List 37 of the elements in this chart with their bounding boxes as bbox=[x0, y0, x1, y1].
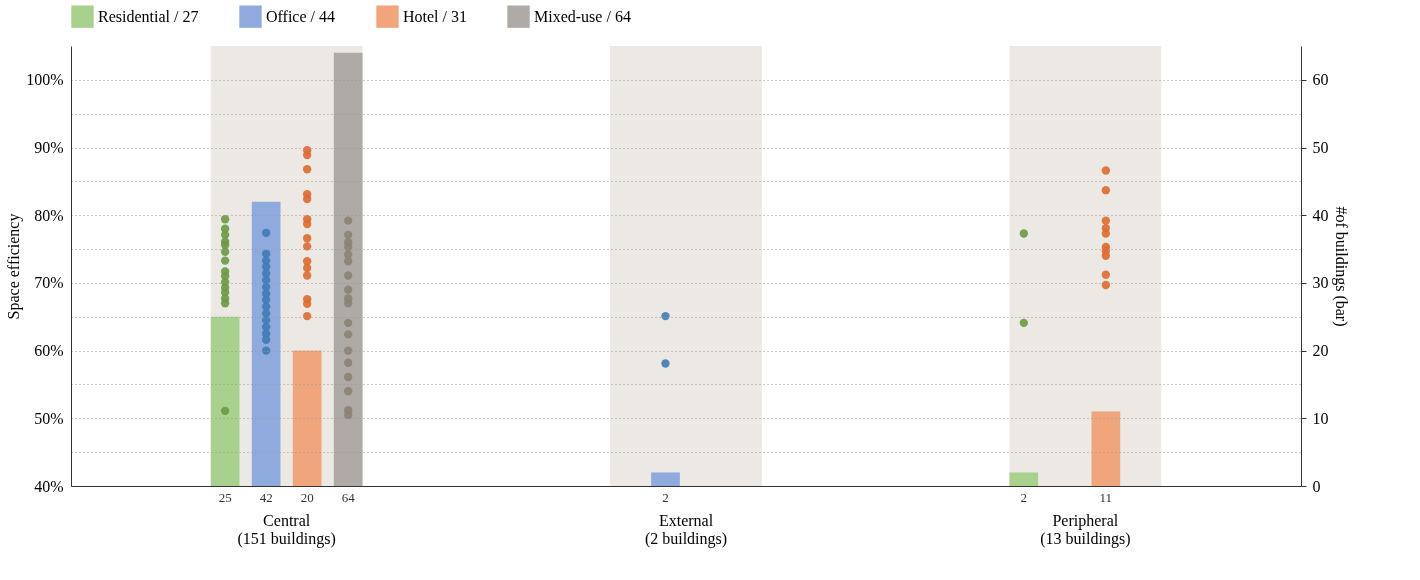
y2-tick-label: 0 bbox=[1312, 477, 1321, 495]
y-tick-label: 80% bbox=[34, 206, 64, 224]
y2-tick-label: 40 bbox=[1312, 206, 1329, 224]
data-label: 20 bbox=[300, 490, 314, 505]
bar bbox=[292, 350, 322, 486]
y-tick-label: 50% bbox=[34, 409, 64, 427]
legend-label: Mixed-use / 64 bbox=[534, 7, 631, 25]
y-tick-label: 100% bbox=[26, 71, 64, 89]
y2-tick-label: 20 bbox=[1312, 342, 1329, 360]
y2-tick-label: 10 bbox=[1312, 409, 1329, 427]
legend-label: Hotel / 31 bbox=[403, 7, 467, 25]
bar bbox=[1091, 411, 1121, 486]
x-tick-label: Central (151 buildings) bbox=[237, 511, 336, 548]
data-label: 42 bbox=[259, 490, 273, 505]
x-tick-label: Peripheral (13 buildings) bbox=[1040, 511, 1131, 548]
data-label: 11 bbox=[1099, 490, 1113, 505]
y-tick-label: 40% bbox=[34, 477, 64, 495]
x-tick-label: External (2 buildings) bbox=[644, 511, 728, 548]
legend-label: Residential / 27 bbox=[98, 7, 199, 25]
data-label: 2 bbox=[662, 490, 669, 505]
bar bbox=[251, 201, 281, 486]
bar bbox=[333, 52, 363, 486]
bar bbox=[210, 316, 240, 486]
bar bbox=[651, 472, 680, 486]
y2-axis-title: #of buildings (bar) bbox=[1331, 206, 1350, 327]
y-tick-label: 60% bbox=[34, 342, 64, 360]
y-tick-label: 90% bbox=[34, 139, 64, 157]
y-tick-label: 70% bbox=[34, 274, 64, 292]
data-label: 64 bbox=[341, 490, 356, 505]
data-label: 2 bbox=[1020, 490, 1028, 505]
legend-label: Office / 44 bbox=[266, 7, 336, 25]
y2-tick-label: 30 bbox=[1312, 274, 1329, 292]
y2-tick-label: 50 bbox=[1312, 139, 1329, 157]
bar bbox=[1009, 472, 1039, 486]
data-label: 25 bbox=[218, 490, 232, 505]
y2-tick-label: 60 bbox=[1312, 71, 1329, 89]
y-axis-title: Space efficiency bbox=[5, 213, 24, 320]
